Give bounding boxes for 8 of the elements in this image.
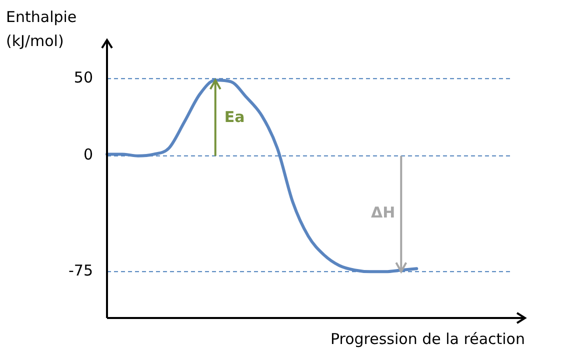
y-tick-label: -75: [68, 262, 93, 280]
x-axis-title: Progression de la réaction: [330, 330, 525, 348]
y-tick-label: 0: [83, 146, 93, 164]
line-series: [106, 78, 418, 274]
annotation: Ea: [224, 108, 245, 126]
y-axis-title: Enthalpie (kJ/mol): [6, 8, 77, 50]
y-tick-label: 50: [74, 68, 93, 86]
annotation: ΔH: [370, 204, 396, 222]
